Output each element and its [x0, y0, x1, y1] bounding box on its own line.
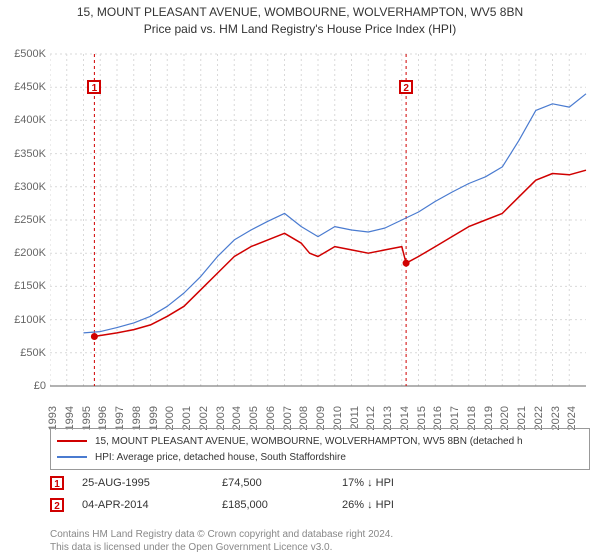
- x-tick-label: 2017: [449, 406, 461, 430]
- footer: Contains HM Land Registry data © Crown c…: [50, 528, 590, 554]
- y-tick-label: £50K: [20, 347, 46, 359]
- x-tick-label: 2001: [181, 406, 193, 430]
- x-tick-label: 2020: [499, 406, 511, 430]
- x-tick-label: 2002: [198, 406, 210, 430]
- transaction-marker-1: 1: [50, 476, 64, 490]
- x-tick-label: 2009: [315, 406, 327, 430]
- y-tick-label: £0: [34, 380, 46, 392]
- title-line1: 15, MOUNT PLEASANT AVENUE, WOMBOURNE, WO…: [0, 4, 600, 21]
- legend-item-hpi: HPI: Average price, detached house, Sout…: [57, 449, 583, 465]
- x-tick-label: 2011: [349, 406, 361, 430]
- x-tick-label: 2003: [215, 406, 227, 430]
- x-tick-label: 2007: [282, 406, 294, 430]
- y-tick-label: £500K: [14, 48, 46, 60]
- y-tick-label: £300K: [14, 181, 46, 193]
- x-tick-label: 2024: [566, 406, 578, 430]
- x-tick-label: 2006: [265, 406, 277, 430]
- x-tick-label: 1994: [64, 406, 76, 430]
- x-tick-label: 2014: [399, 406, 411, 430]
- chart-marker-1: 1: [87, 80, 101, 94]
- transaction-delta-2: 26% ↓ HPI: [342, 499, 394, 511]
- chart-area: £0£50K£100K£150K£200K£250K£300K£350K£400…: [50, 48, 590, 408]
- x-tick-label: 2015: [416, 406, 428, 430]
- y-tick-label: £400K: [14, 114, 46, 126]
- x-tick-label: 2008: [298, 406, 310, 430]
- transaction-price-1: £74,500: [222, 477, 342, 489]
- x-tick-label: 2021: [516, 406, 528, 430]
- transaction-marker-2: 2: [50, 498, 64, 512]
- x-tick-label: 1995: [81, 406, 93, 430]
- footer-line1: Contains HM Land Registry data © Crown c…: [50, 528, 590, 541]
- y-tick-label: £350K: [14, 148, 46, 160]
- y-tick-label: £100K: [14, 314, 46, 326]
- transactions-table: 1 25-AUG-1995 £74,500 17% ↓ HPI 2 04-APR…: [50, 472, 590, 516]
- chart-title: 15, MOUNT PLEASANT AVENUE, WOMBOURNE, WO…: [0, 0, 600, 38]
- x-tick-label: 2010: [332, 406, 344, 430]
- chart-container: 15, MOUNT PLEASANT AVENUE, WOMBOURNE, WO…: [0, 0, 600, 560]
- legend-label-hpi: HPI: Average price, detached house, Sout…: [95, 452, 346, 463]
- x-tick-label: 1996: [97, 406, 109, 430]
- legend-swatch-property: [57, 440, 87, 442]
- transaction-row-2: 2 04-APR-2014 £185,000 26% ↓ HPI: [50, 494, 590, 516]
- transaction-row-1: 1 25-AUG-1995 £74,500 17% ↓ HPI: [50, 472, 590, 494]
- footer-line2: This data is licensed under the Open Gov…: [50, 541, 590, 554]
- x-tick-label: 2000: [164, 406, 176, 430]
- transaction-price-2: £185,000: [222, 499, 342, 511]
- transaction-date-2: 04-APR-2014: [82, 499, 222, 511]
- x-tick-label: 2013: [382, 406, 394, 430]
- x-tick-label: 2004: [231, 406, 243, 430]
- x-tick-label: 1993: [47, 406, 59, 430]
- x-tick-label: 1999: [148, 406, 160, 430]
- legend: 15, MOUNT PLEASANT AVENUE, WOMBOURNE, WO…: [50, 428, 590, 470]
- x-tick-label: 1998: [131, 406, 143, 430]
- legend-label-property: 15, MOUNT PLEASANT AVENUE, WOMBOURNE, WO…: [95, 436, 523, 447]
- title-line2: Price paid vs. HM Land Registry's House …: [0, 21, 600, 38]
- y-tick-label: £150K: [14, 280, 46, 292]
- chart-svg: [50, 48, 590, 408]
- x-tick-label: 1997: [114, 406, 126, 430]
- y-tick-label: £200K: [14, 247, 46, 259]
- transaction-delta-1: 17% ↓ HPI: [342, 477, 394, 489]
- x-tick-label: 2019: [483, 406, 495, 430]
- x-tick-label: 2018: [466, 406, 478, 430]
- y-tick-label: £250K: [14, 214, 46, 226]
- x-tick-label: 2022: [533, 406, 545, 430]
- legend-item-property: 15, MOUNT PLEASANT AVENUE, WOMBOURNE, WO…: [57, 433, 583, 449]
- legend-swatch-hpi: [57, 456, 87, 458]
- chart-marker-2: 2: [399, 80, 413, 94]
- x-tick-label: 2016: [432, 406, 444, 430]
- y-tick-label: £450K: [14, 81, 46, 93]
- x-tick-label: 2023: [550, 406, 562, 430]
- transaction-date-1: 25-AUG-1995: [82, 477, 222, 489]
- x-tick-label: 2012: [365, 406, 377, 430]
- x-tick-label: 2005: [248, 406, 260, 430]
